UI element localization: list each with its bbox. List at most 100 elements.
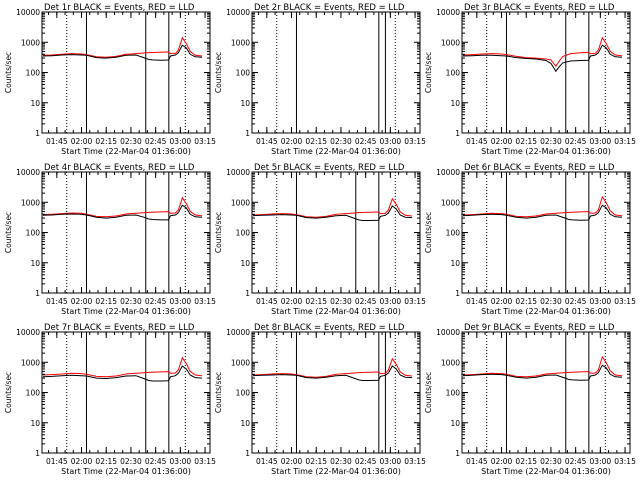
x-axis-label: Start Time (22-Mar-04 01:36:00)	[61, 147, 191, 156]
x-tick-label: 01:45	[466, 137, 488, 146]
x-axis-label: Start Time (22-Mar-04 01:36:00)	[481, 467, 611, 476]
x-tick-label: 02:45	[565, 297, 587, 306]
y-tick-label: 1000	[21, 358, 40, 367]
x-tick-label: 03:00	[380, 297, 402, 306]
y-tick-label: 1	[35, 129, 40, 138]
x-tick-label: 02:30	[330, 297, 352, 306]
panel-1: 1 10 100 1000 10000 01:45 02:00 02:15 02:30 02:45…	[4, 3, 216, 156]
x-tick-label: 03:15	[614, 297, 636, 306]
y-tick-label: 1	[245, 129, 250, 138]
x-tick-label: 03:00	[380, 457, 402, 466]
y-tick-label: 100	[446, 389, 461, 398]
y-tick-label: 10	[240, 259, 250, 268]
y-axis-label: Counts/sec	[214, 372, 223, 413]
y-tick-label: 100	[26, 389, 41, 398]
x-tick-label: 03:15	[614, 137, 636, 146]
x-tick-label: 02:30	[120, 137, 142, 146]
x-tick-label: 03:00	[170, 137, 192, 146]
x-tick-label: 02:00	[281, 137, 303, 146]
x-tick-label: 02:45	[355, 457, 377, 466]
y-tick-label: 1	[455, 449, 460, 458]
y-tick-label: 10000	[226, 328, 250, 337]
panel-9: 1 10 100 1000 10000 01:45 02:00 02:15 02:30 02:45…	[424, 323, 636, 476]
panel-2: 1 10 100 1000 10000 01:45 02:00 02:15 02:30 02:45…	[214, 3, 426, 156]
x-axis-label: Start Time (22-Mar-04 01:36:00)	[61, 467, 191, 476]
y-tick-label: 1	[455, 129, 460, 138]
y-axis-label: Counts/sec	[4, 372, 13, 413]
x-tick-label: 03:15	[194, 297, 216, 306]
x-tick-label: 02:45	[355, 137, 377, 146]
events-series-line	[462, 44, 623, 73]
events-series-line	[42, 365, 203, 382]
panel-title: Det 2r BLACK = Events, RED = LLD	[254, 3, 405, 13]
x-tick-label: 03:15	[404, 137, 426, 146]
x-axis-label: Start Time (22-Mar-04 01:36:00)	[271, 307, 401, 316]
y-tick-label: 1000	[21, 198, 40, 207]
x-tick-label: 02:30	[120, 457, 142, 466]
y-axis-label: Counts/sec	[214, 52, 223, 93]
x-tick-label: 02:30	[120, 297, 142, 306]
y-tick-label: 100	[236, 229, 251, 238]
y-tick-label: 10	[450, 99, 460, 108]
x-axis-label: Start Time (22-Mar-04 01:36:00)	[61, 307, 191, 316]
panel-6: 1 10 100 1000 10000 01:45 02:00 02:15 02:30 02:45…	[424, 163, 636, 316]
x-tick-label: 01:45	[256, 457, 278, 466]
panel-4: 1 10 100 1000 10000 01:45 02:00 02:15 02:30 02:45…	[4, 163, 216, 316]
panel-3: 1 10 100 1000 10000 01:45 02:00 02:15 02:30 02:45…	[424, 3, 636, 156]
panel-title: Det 7r BLACK = Events, RED = LLD	[44, 323, 195, 333]
x-tick-label: 03:15	[404, 297, 426, 306]
y-tick-label: 100	[446, 69, 461, 78]
x-tick-label: 03:15	[404, 457, 426, 466]
y-tick-label: 1000	[231, 198, 250, 207]
x-tick-label: 02:45	[565, 137, 587, 146]
x-tick-label: 03:00	[590, 297, 612, 306]
x-tick-label: 02:15	[305, 297, 327, 306]
x-tick-label: 02:30	[330, 457, 352, 466]
x-tick-label: 02:00	[71, 297, 93, 306]
y-axis-label: Counts/sec	[424, 52, 433, 93]
x-tick-label: 01:45	[466, 297, 488, 306]
x-tick-label: 01:45	[256, 137, 278, 146]
panel-title: Det 9r BLACK = Events, RED = LLD	[464, 323, 615, 333]
events-series-line	[462, 364, 623, 381]
y-tick-label: 100	[26, 229, 41, 238]
x-tick-label: 01:45	[46, 457, 68, 466]
x-tick-label: 02:15	[95, 137, 117, 146]
y-tick-label: 10000	[436, 168, 460, 177]
lld-series-line	[42, 36, 203, 58]
y-axis-label: Counts/sec	[4, 52, 13, 93]
lld-series-line	[42, 356, 203, 378]
y-tick-label: 10	[30, 259, 40, 268]
x-tick-label: 03:00	[170, 297, 192, 306]
x-tick-label: 02:15	[95, 457, 117, 466]
y-tick-label: 10000	[226, 168, 250, 177]
y-tick-label: 10000	[436, 8, 460, 17]
events-series-line	[462, 204, 623, 221]
x-tick-label: 01:45	[46, 137, 68, 146]
x-axis-label: Start Time (22-Mar-04 01:36:00)	[271, 147, 401, 156]
y-tick-label: 100	[236, 389, 251, 398]
y-tick-label: 100	[446, 229, 461, 238]
x-tick-label: 02:00	[491, 457, 513, 466]
x-axis-label: Start Time (22-Mar-04 01:36:00)	[271, 467, 401, 476]
y-tick-label: 10	[450, 259, 460, 268]
x-tick-label: 01:45	[46, 297, 68, 306]
x-tick-label: 02:00	[491, 297, 513, 306]
y-tick-label: 10	[30, 419, 40, 428]
lld-series-line	[462, 355, 623, 378]
x-tick-label: 02:00	[491, 137, 513, 146]
lld-series-line	[42, 196, 203, 218]
x-tick-label: 02:15	[515, 137, 537, 146]
y-tick-label: 10000	[16, 168, 40, 177]
x-tick-label: 01:45	[466, 457, 488, 466]
y-tick-label: 1	[245, 289, 250, 298]
x-tick-label: 02:45	[565, 457, 587, 466]
x-tick-label: 02:45	[145, 297, 167, 306]
x-tick-label: 02:45	[145, 457, 167, 466]
panel-7: 1 10 100 1000 10000 01:45 02:00 02:15 02:30 02:45…	[4, 323, 216, 476]
y-tick-label: 1	[455, 289, 460, 298]
x-tick-label: 03:00	[590, 137, 612, 146]
panel-8: 1 10 100 1000 10000 01:45 02:00 02:15 02:30 02:45…	[214, 323, 426, 476]
x-tick-label: 02:30	[540, 297, 562, 306]
x-tick-label: 03:00	[170, 457, 192, 466]
